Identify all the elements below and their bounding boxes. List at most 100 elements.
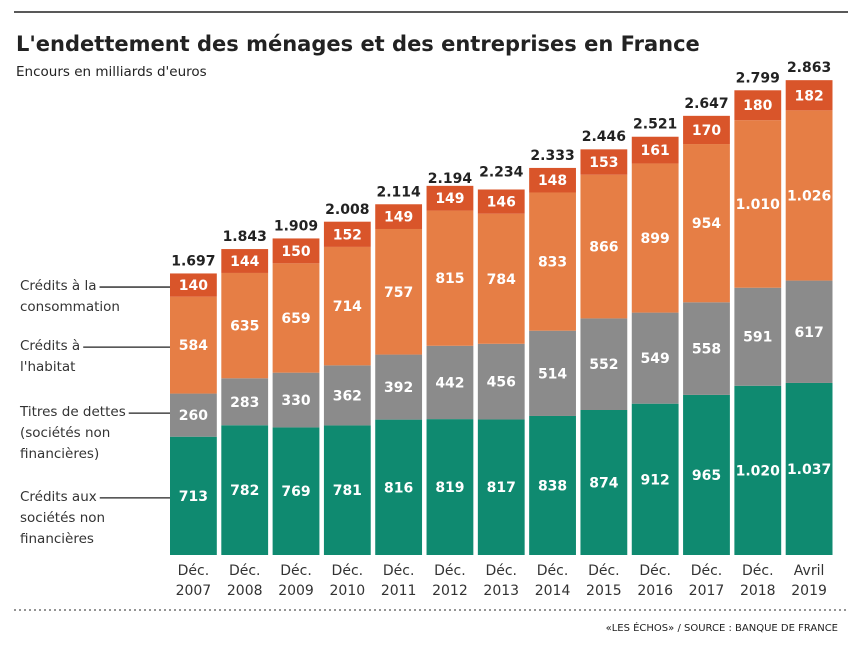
data-label: 182: [794, 88, 823, 104]
data-label: 757: [384, 285, 413, 301]
data-label: 260: [179, 408, 208, 424]
x-tick-label: Déc. 2017: [689, 563, 725, 599]
chart-subtitle: Encours en milliards d'euros: [16, 64, 207, 80]
bar-segment: [323, 365, 371, 426]
bar-segment: [683, 115, 730, 145]
data-label: 148: [538, 173, 567, 189]
bar-segment: [323, 425, 371, 555]
x-tick-label: Déc. 2014: [535, 563, 571, 599]
data-label: 180: [743, 98, 772, 114]
bar-segment: [734, 385, 782, 555]
bar-segment: [529, 415, 576, 555]
data-label: 782: [230, 483, 259, 499]
bar-segment: [477, 213, 525, 344]
data-label: 784: [487, 272, 516, 288]
x-tick-label: Déc. 2015: [586, 563, 622, 599]
x-tick-label: Déc. 2007: [176, 563, 212, 599]
bar-segment: [323, 221, 371, 247]
data-label: 330: [281, 393, 310, 409]
bar-segment: [170, 296, 217, 394]
data-label: 838: [538, 478, 567, 494]
bar-segment: [477, 419, 525, 555]
total-label: 2.647: [684, 96, 728, 112]
legend-label: Crédits à la consommation: [20, 278, 120, 315]
legend-label: Titres de dettes (sociétés non financières…: [19, 404, 126, 462]
x-tick-label: Déc. 2013: [483, 563, 519, 599]
chart-title: L'endettement des ménages et des entrepr…: [16, 32, 700, 56]
data-label: 144: [230, 254, 259, 270]
total-label: 1.697: [171, 253, 215, 269]
bar-segment: [529, 167, 576, 193]
source: «LES ÉCHOS» / SOURCE : BANQUE DE FRANCE: [606, 621, 838, 634]
data-label: 514: [538, 366, 567, 382]
data-label: 1.037: [787, 462, 831, 478]
bar-segment: [631, 312, 679, 404]
bar-segment: [426, 419, 474, 555]
bar-segment: [272, 263, 320, 373]
bar-segment: [323, 246, 371, 366]
data-label: 283: [230, 395, 259, 411]
bar-segment: [221, 378, 269, 426]
x-tick-label: Déc. 2008: [227, 563, 263, 599]
bar-segment: [375, 354, 423, 420]
bar-segment: [272, 238, 320, 264]
bar-segment: [426, 210, 474, 346]
bar-segment: [683, 302, 730, 395]
total-label: 1.909: [274, 218, 318, 234]
bar-segment: [375, 228, 423, 355]
x-tick-label: Déc. 2018: [740, 563, 776, 599]
data-label: 362: [333, 388, 362, 404]
data-label: 591: [743, 330, 772, 346]
data-label: 965: [692, 468, 721, 484]
data-label: 442: [435, 375, 464, 391]
legend-label: Crédits à l'habitat: [20, 338, 80, 375]
bar-segment: [529, 192, 576, 331]
x-tick-label: Déc. 2016: [637, 563, 673, 599]
data-label: 153: [589, 155, 618, 171]
bar-segment: [221, 249, 269, 273]
data-label: 635: [230, 319, 259, 335]
data-label: 617: [794, 325, 823, 341]
data-label: 558: [692, 342, 721, 358]
bar-segment: [375, 204, 423, 229]
data-label: 392: [384, 380, 413, 396]
bar-segment: [580, 174, 628, 319]
bar-segment: [221, 425, 269, 555]
data-label: 899: [641, 231, 670, 247]
bar-segment: [683, 144, 730, 303]
data-label: 150: [281, 244, 310, 260]
bar-segment: [734, 287, 782, 386]
bar-segment: [375, 419, 423, 555]
bar-segment: [631, 403, 679, 555]
data-label: 152: [333, 227, 362, 243]
bar-segment: [477, 189, 525, 214]
bar-segment: [683, 394, 730, 555]
data-label: 549: [641, 351, 670, 367]
x-tick-label: Avril 2019: [791, 563, 827, 599]
bar-segment: [580, 318, 628, 410]
data-label: 146: [487, 195, 516, 211]
bar-segment: [785, 110, 833, 281]
bar-segment: [272, 427, 320, 555]
bar-segment: [631, 136, 679, 164]
data-label: 140: [179, 278, 208, 294]
bar-segment: [785, 80, 833, 111]
total-label: 2.194: [428, 171, 473, 187]
data-label: 781: [333, 483, 362, 499]
data-label: 584: [179, 338, 208, 354]
total-label: 2.521: [633, 117, 677, 133]
data-label: 874: [589, 475, 618, 491]
data-label: 769: [281, 484, 310, 500]
data-label: 819: [435, 480, 464, 496]
total-label: 2.863: [787, 60, 831, 76]
bar-segment: [785, 382, 833, 555]
bar-segment: [170, 273, 217, 297]
bar-segment: [170, 436, 217, 555]
data-label: 866: [589, 240, 618, 256]
total-label: 2.333: [530, 148, 574, 164]
x-tick-label: Déc. 2012: [432, 563, 468, 599]
bar-segment: [477, 343, 525, 420]
data-label: 817: [487, 480, 516, 496]
data-label: 954: [692, 216, 721, 232]
data-label: 149: [435, 191, 464, 207]
